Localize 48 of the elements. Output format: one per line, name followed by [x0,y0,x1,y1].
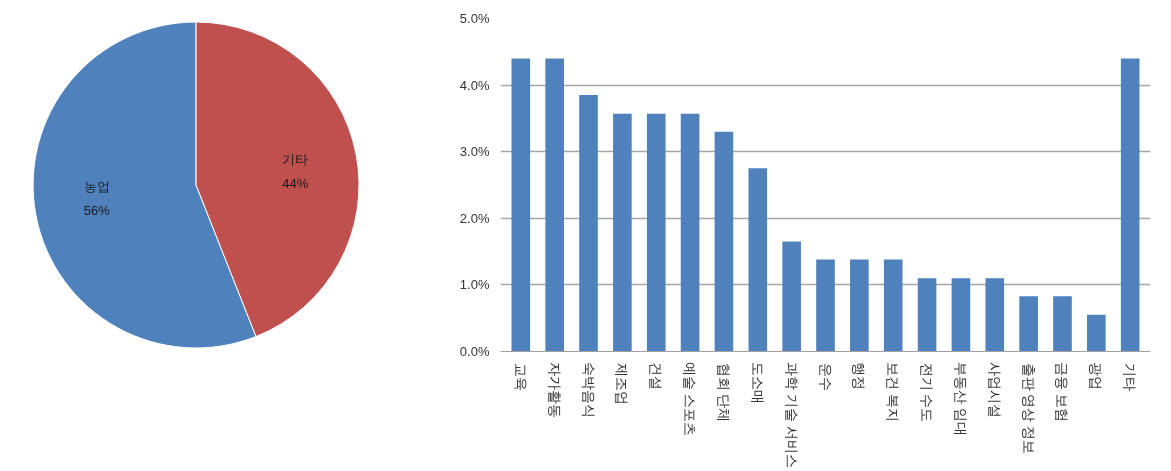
x-tick-label: 예술 스포츠 [682,362,699,437]
bar [511,58,531,352]
x-tick-label: 건설 [648,362,665,391]
x-tick-label: 보건 복지 [885,362,902,423]
bar [1053,296,1072,352]
bar [850,259,869,352]
bar [917,278,937,352]
bar [1019,296,1038,352]
x-tick-label: 과학 기술 서비스 [783,362,800,469]
x-tick-label: 출판 영상 정보 [1020,362,1037,455]
bar [985,278,1005,352]
x-tick-label: 도소매 [749,362,766,405]
y-tick-label: 0.0% [459,344,490,359]
bar [816,259,835,352]
bar [545,58,564,352]
y-tick-label: 4.0% [459,77,490,93]
bar [1087,314,1106,352]
bar [883,259,903,352]
x-tick-label: 행정 [851,362,868,391]
x-tick-label: 숙박음식 [580,362,597,419]
y-tick-label: 3.0% [459,144,490,160]
x-tick-label: 사업시설 [986,362,1003,419]
bar [782,241,801,352]
bar [680,113,700,352]
slice-label: 농업 [83,178,110,194]
x-tick-label: 기타 [1122,362,1139,391]
x-tick-label: 전기 수도 [919,362,936,423]
data-label: 56% [83,202,111,218]
bar [1120,58,1140,352]
x-tick-label: 금융 보험 [1054,362,1071,423]
bar [579,95,598,352]
bar [748,168,768,352]
x-tick-label: 광업 [1088,362,1105,391]
x-tick-label: 교육 [512,362,529,391]
data-label: 44% [282,176,309,192]
x-tick-label: 부동산 임대 [952,362,969,437]
bar [714,131,734,352]
y-tick-label: 1.0% [459,277,490,293]
bar [613,113,632,352]
bar [951,278,971,352]
y-tick-label: 5.0% [459,11,490,26]
x-tick-label: 자가활동 [546,362,563,419]
slice-label: 기타 [282,152,309,168]
x-tick-label: 제조업 [614,362,631,405]
y-tick-label: 2.0% [459,210,490,226]
bar [646,113,666,352]
x-tick-label: 운수 [817,362,834,391]
x-tick-label: 협회 단체 [715,362,732,423]
